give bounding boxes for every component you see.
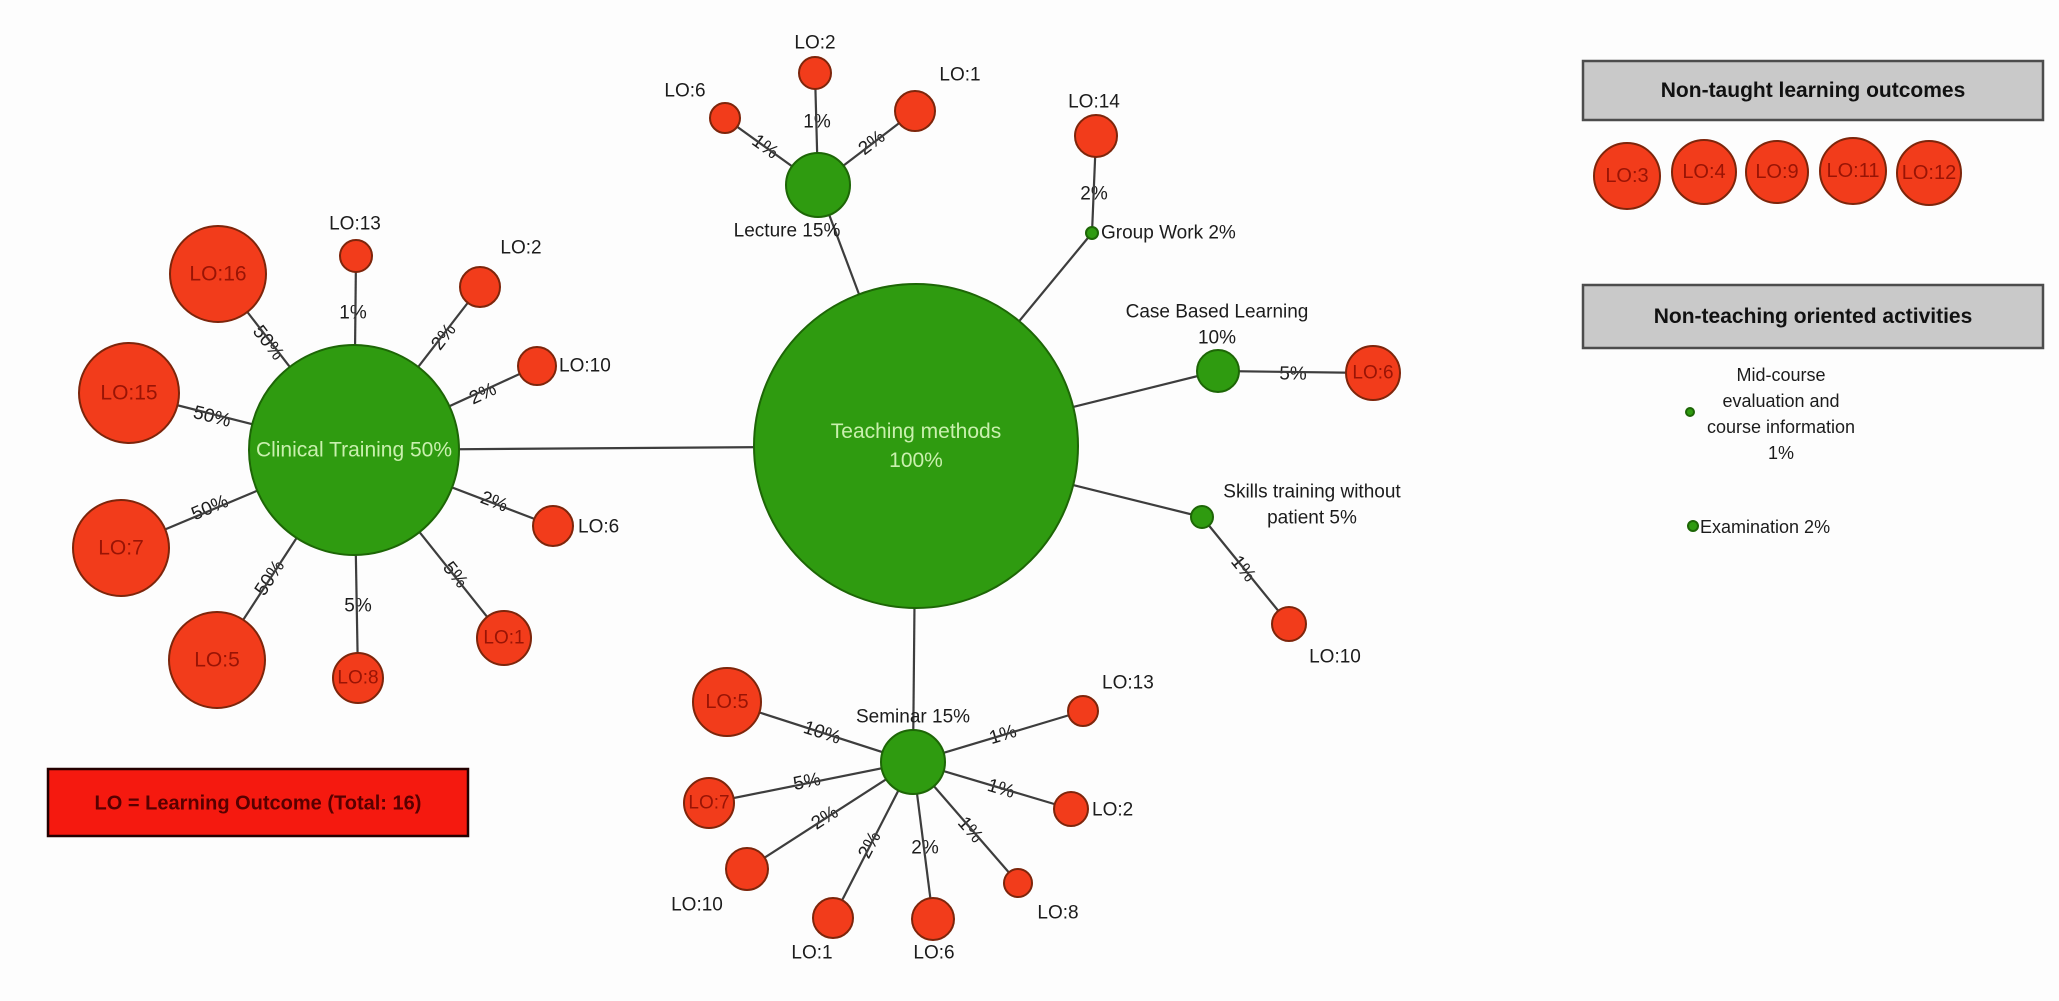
panel-non-teaching-title: Non-teaching oriented activities [1654, 305, 1973, 328]
node-label-lec-lo6: LO:6 [664, 81, 705, 102]
node-cl-lo10 [517, 346, 557, 386]
node-label-cbl: Case Based Learning [1126, 302, 1309, 323]
node-label-sem-lo6: LO:6 [913, 943, 954, 964]
node-label-cl-lo8: LO:8 [337, 668, 378, 689]
panel-non-taught-title: Non-taught learning outcomes [1661, 79, 1966, 102]
mid-course-label: Mid-course [1736, 365, 1825, 385]
node-sem-lo7 [683, 777, 735, 829]
node-cl-lo13 [339, 239, 373, 273]
node-nt-lo9 [1745, 140, 1809, 204]
node-sem-lo8 [1003, 868, 1033, 898]
node-cl-lo16 [169, 225, 267, 323]
node-lec-lo6 [709, 102, 741, 134]
node-exam-dot [1687, 520, 1699, 532]
node-label-sem-lo5: LO:5 [705, 691, 748, 713]
node-lec-lo1 [894, 90, 936, 132]
node-label-sem-lo7: LO:7 [688, 793, 729, 814]
node-label-cbl-lo6: LO:6 [1352, 363, 1393, 384]
node-groupwork [1085, 226, 1099, 240]
edge-weight-label-clinical-cl-lo13: 1% [339, 303, 367, 324]
node-clinical [248, 344, 460, 556]
node-label-sem-lo2: LO:2 [1092, 800, 1133, 821]
node-cbl [1196, 349, 1240, 393]
edge-weight-label-clinical-cl-lo10: 2% [466, 379, 500, 410]
node-label-cl-lo16: LO:16 [189, 263, 246, 286]
node-cl-lo15 [78, 342, 180, 444]
node-cl-lo8 [332, 652, 384, 704]
node-label-teaching: 100% [889, 449, 943, 472]
edge-seminar-sem-lo7 [708, 760, 914, 805]
edge-weight-label-clinical-cl-lo8: 5% [344, 596, 372, 617]
node-midcourse-dot [1685, 407, 1695, 417]
node-label-cl-lo6: LO:6 [578, 517, 619, 538]
edge-weight-label-cbl-cbl-lo6: 5% [1279, 363, 1307, 384]
node-label-sem-lo10: LO:10 [671, 895, 723, 916]
edge-skills-sk-lo10 [1201, 516, 1290, 625]
node-label-cbl: 10% [1198, 328, 1236, 349]
node-label-cl-lo7: LO:7 [98, 537, 144, 560]
legend-box [46, 767, 470, 838]
node-label-cl-lo10: LO:10 [559, 356, 611, 377]
node-sem-lo1 [812, 897, 854, 939]
node-skills [1190, 505, 1214, 529]
node-sem-lo2 [1053, 791, 1089, 827]
examination-label: Examination 2% [1700, 517, 1830, 537]
node-label-groupwork: Group Work 2% [1101, 223, 1236, 244]
edge-weight-label-clinical-cl-lo7: 50% [188, 491, 231, 525]
node-cl-lo1 [476, 610, 532, 666]
node-nt-lo3 [1593, 142, 1661, 210]
node-label-seminar: Seminar 15% [856, 707, 970, 728]
node-label-nt-lo12: LO:12 [1902, 162, 1956, 184]
node-lec-lo2 [798, 56, 832, 90]
panel-non-teaching-box [1581, 283, 2045, 350]
node-cl-lo5 [168, 611, 266, 709]
node-label-cl-lo2: LO:2 [500, 238, 541, 259]
node-seminar [880, 729, 946, 795]
node-label-lec-lo2: LO:2 [794, 33, 835, 54]
node-label-lecture: Lecture 15% [734, 221, 841, 242]
edge-weight-label-clinical-cl-lo6: 2% [477, 487, 510, 516]
node-cbl-lo6 [1345, 345, 1401, 401]
mid-course-label: evaluation and [1722, 391, 1839, 411]
node-label-lec-lo1: LO:1 [939, 65, 980, 86]
node-label-sem-lo8: LO:8 [1037, 903, 1078, 924]
node-label-cl-lo1: LO:1 [483, 628, 524, 649]
node-label-nt-lo4: LO:4 [1682, 161, 1725, 183]
node-label-skills: patient 5% [1267, 508, 1357, 529]
node-label-sem-lo1: LO:1 [791, 943, 832, 964]
node-label-sem-lo13: LO:13 [1102, 673, 1154, 694]
node-sk-lo10 [1271, 606, 1307, 642]
node-sem-lo10 [725, 847, 769, 891]
node-label-sk-lo10: LO:10 [1309, 647, 1361, 668]
node-lecture [785, 152, 851, 218]
node-label-gw-lo14: LO:14 [1068, 92, 1120, 113]
node-cl-lo2 [459, 266, 501, 308]
node-sem-lo5 [692, 667, 762, 737]
node-gw-lo14 [1074, 114, 1118, 158]
node-label-nt-lo9: LO:9 [1755, 161, 1798, 183]
node-label-cl-lo13: LO:13 [329, 214, 381, 235]
mid-course-label: 1% [1768, 443, 1794, 463]
node-nt-lo4 [1671, 139, 1737, 205]
node-label-teaching: Teaching methods [831, 420, 1001, 443]
node-cl-lo6 [532, 505, 574, 547]
node-label-nt-lo3: LO:3 [1605, 165, 1648, 187]
node-label-cl-lo15: LO:15 [100, 382, 157, 405]
node-nt-lo11 [1819, 137, 1887, 205]
node-label-nt-lo11: LO:11 [1827, 160, 1880, 182]
node-label-skills: Skills training without [1223, 482, 1401, 503]
panel-non-taught-box [1581, 59, 2045, 122]
node-nt-lo12 [1896, 140, 1962, 206]
node-sem-lo6 [911, 897, 955, 941]
mid-course-label: course information [1707, 417, 1855, 437]
node-sem-lo13 [1067, 695, 1099, 727]
legend-label: LO = Learning Outcome (Total: 16) [95, 793, 422, 815]
node-teaching [753, 283, 1079, 609]
node-label-cl-lo5: LO:5 [194, 649, 240, 672]
node-label-clinical: Clinical Training 50% [256, 439, 452, 462]
node-cl-lo7 [72, 499, 170, 597]
